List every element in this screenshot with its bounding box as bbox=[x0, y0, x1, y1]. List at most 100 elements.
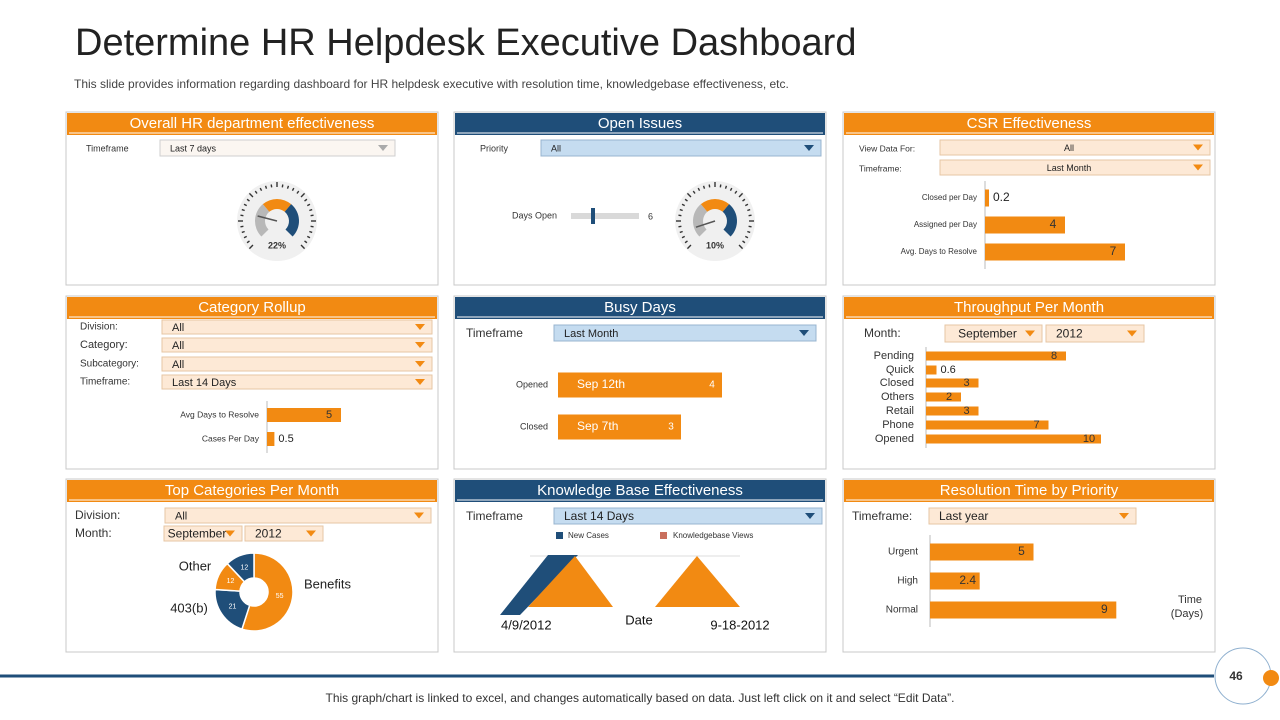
dropdown[interactable] bbox=[161, 337, 433, 353]
panel-header bbox=[844, 113, 1214, 135]
bar bbox=[985, 243, 1125, 261]
gauge-tick bbox=[243, 203, 248, 207]
gauge-ring bbox=[255, 204, 270, 237]
dropdown[interactable] bbox=[553, 507, 823, 525]
page-badge-dot bbox=[1263, 670, 1279, 686]
gauge-tick bbox=[738, 244, 744, 250]
panel-title: Knowledge Base Effectiveness bbox=[537, 482, 743, 499]
gauge-needle bbox=[695, 220, 716, 228]
gauge-ring bbox=[262, 199, 292, 212]
dropdown-arrow[interactable] bbox=[414, 512, 424, 519]
dropdown-arrow[interactable] bbox=[415, 361, 425, 367]
axis-title: Time bbox=[1178, 594, 1202, 606]
panel-title: Busy Days bbox=[604, 299, 676, 316]
dropdown[interactable] bbox=[161, 356, 433, 372]
gauge-tick bbox=[697, 187, 701, 192]
dropdown-arrow[interactable] bbox=[1119, 513, 1129, 519]
dropdown-arrow[interactable] bbox=[804, 145, 814, 151]
dropdown-arrow[interactable] bbox=[799, 330, 809, 336]
slider-thumb[interactable] bbox=[591, 208, 595, 224]
panel-title: Open Issues bbox=[598, 115, 682, 132]
gauge-tick bbox=[742, 198, 746, 202]
x-axis-title: Date bbox=[625, 612, 652, 627]
area-shape bbox=[500, 555, 578, 615]
gauge-tick bbox=[692, 190, 696, 194]
panel-title: Resolution Time by Priority bbox=[940, 482, 1119, 499]
bar-value: 4 bbox=[1050, 217, 1057, 231]
gauge-tick bbox=[681, 235, 686, 239]
page-badge bbox=[1214, 647, 1272, 705]
donut-slice bbox=[226, 552, 255, 583]
bar bbox=[926, 351, 1066, 361]
panel-title: CSR Effectiveness bbox=[967, 115, 1092, 132]
slide-subtitle: This slide provides information regardin… bbox=[74, 77, 789, 91]
dropdown-value: Last 14 Days bbox=[172, 377, 237, 389]
dropdown-value: September bbox=[168, 527, 227, 541]
dropdown-arrow[interactable] bbox=[1193, 164, 1203, 171]
bar-date: Sep 12th bbox=[577, 377, 625, 391]
gauge-tick bbox=[681, 203, 686, 207]
dropdown-value: Last 14 Days bbox=[564, 509, 634, 523]
bar-category: Cases Per Day bbox=[202, 433, 260, 443]
gauge-tick bbox=[248, 192, 254, 198]
dropdown-arrow[interactable] bbox=[306, 530, 316, 537]
slider-value: 6 bbox=[648, 211, 653, 221]
panel-header bbox=[67, 297, 437, 319]
dropdown-arrow[interactable] bbox=[1127, 330, 1137, 337]
slider-track[interactable] bbox=[571, 213, 639, 219]
gauge-ring bbox=[722, 204, 738, 237]
dropdown[interactable] bbox=[164, 507, 432, 524]
dropdown[interactable] bbox=[159, 139, 396, 157]
x-label: 4/9/2012 bbox=[501, 617, 552, 632]
gauge-label: 22% bbox=[268, 240, 286, 250]
gauge-tick bbox=[309, 208, 313, 212]
dropdown[interactable] bbox=[1045, 324, 1145, 343]
bar-category: Closed bbox=[520, 421, 548, 431]
dropdown[interactable] bbox=[163, 525, 243, 542]
gauge-tick bbox=[241, 230, 245, 234]
panel-header bbox=[67, 113, 437, 135]
dropdown[interactable] bbox=[540, 139, 822, 157]
bar bbox=[985, 189, 989, 207]
dropdown-arrow[interactable] bbox=[1193, 144, 1203, 151]
dropdown-arrow[interactable] bbox=[805, 513, 815, 519]
bar-value: 7 bbox=[1033, 419, 1039, 431]
dropdown-value: All bbox=[551, 143, 561, 153]
bar-category: Opened bbox=[875, 433, 914, 445]
dropdown[interactable] bbox=[944, 324, 1043, 343]
dropdown-arrow[interactable] bbox=[415, 342, 425, 348]
dropdown-arrow[interactable] bbox=[1025, 330, 1035, 337]
panel-header bbox=[455, 480, 825, 502]
dropdown[interactable] bbox=[939, 139, 1211, 156]
dropdown[interactable] bbox=[553, 324, 817, 342]
x-label: 9-18-2012 bbox=[710, 617, 769, 632]
dropdown-arrow[interactable] bbox=[225, 530, 235, 537]
footer-note: This graph/chart is linked to excel, and… bbox=[326, 691, 955, 705]
filter-label: Timeframe: bbox=[852, 509, 912, 523]
gauge-tick bbox=[747, 208, 751, 212]
panel-header bbox=[844, 297, 1214, 319]
gauge-tick bbox=[296, 190, 300, 194]
dropdown-arrow[interactable] bbox=[415, 324, 425, 330]
gauge-tick bbox=[243, 235, 248, 239]
dropdown[interactable] bbox=[928, 507, 1137, 525]
bar-category: Assigned per Day bbox=[914, 220, 977, 229]
gauge-tick bbox=[744, 235, 749, 239]
dropdown-value: Last 7 days bbox=[170, 143, 217, 153]
filter-label: Subcategory: bbox=[80, 359, 139, 370]
dropdown[interactable] bbox=[244, 525, 324, 542]
bar-value: 9 bbox=[1101, 602, 1108, 616]
bar-value: 4 bbox=[709, 380, 715, 391]
gauge-tick bbox=[724, 185, 728, 189]
dropdown[interactable] bbox=[939, 159, 1211, 176]
dropdown[interactable] bbox=[161, 374, 433, 390]
dropdown-arrow[interactable] bbox=[378, 145, 388, 151]
gauge-tick bbox=[738, 192, 744, 198]
bar-category: Urgent bbox=[888, 547, 918, 558]
donut-category: Benefits bbox=[304, 576, 351, 591]
bar-category: Pending bbox=[874, 350, 914, 362]
dropdown[interactable] bbox=[161, 319, 433, 335]
slide-title: Determine HR Helpdesk Executive Dashboar… bbox=[75, 22, 856, 64]
dropdown-arrow[interactable] bbox=[415, 379, 425, 385]
